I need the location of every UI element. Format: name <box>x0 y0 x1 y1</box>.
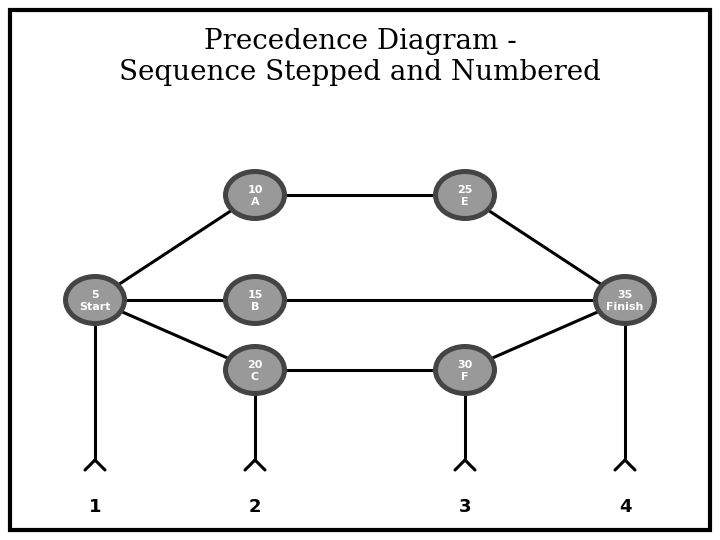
Ellipse shape <box>63 274 127 326</box>
Text: C: C <box>251 372 259 382</box>
Text: E: E <box>462 197 469 207</box>
Text: F: F <box>462 372 469 382</box>
Text: 10: 10 <box>247 185 263 195</box>
Ellipse shape <box>223 274 287 326</box>
Text: Start: Start <box>79 302 111 312</box>
Text: 4: 4 <box>618 498 631 516</box>
Text: 5: 5 <box>91 290 99 300</box>
Text: 30: 30 <box>457 360 472 370</box>
Ellipse shape <box>223 344 287 396</box>
Ellipse shape <box>433 344 497 396</box>
Text: 1: 1 <box>89 498 102 516</box>
Text: 35: 35 <box>617 290 633 300</box>
Ellipse shape <box>437 348 493 392</box>
Ellipse shape <box>593 274 657 326</box>
Ellipse shape <box>437 173 493 217</box>
Ellipse shape <box>597 278 653 322</box>
Text: 20: 20 <box>247 360 263 370</box>
Ellipse shape <box>227 278 283 322</box>
Text: B: B <box>251 302 259 312</box>
Ellipse shape <box>227 173 283 217</box>
Ellipse shape <box>223 169 287 221</box>
FancyBboxPatch shape <box>10 10 710 530</box>
Ellipse shape <box>227 348 283 392</box>
Text: 25: 25 <box>457 185 473 195</box>
Text: 15: 15 <box>247 290 263 300</box>
Ellipse shape <box>67 278 123 322</box>
Text: 3: 3 <box>459 498 472 516</box>
Text: A: A <box>251 197 259 207</box>
Text: Finish: Finish <box>606 302 644 312</box>
Text: Precedence Diagram -
Sequence Stepped and Numbered: Precedence Diagram - Sequence Stepped an… <box>119 28 601 86</box>
Text: 2: 2 <box>248 498 261 516</box>
Ellipse shape <box>433 169 497 221</box>
